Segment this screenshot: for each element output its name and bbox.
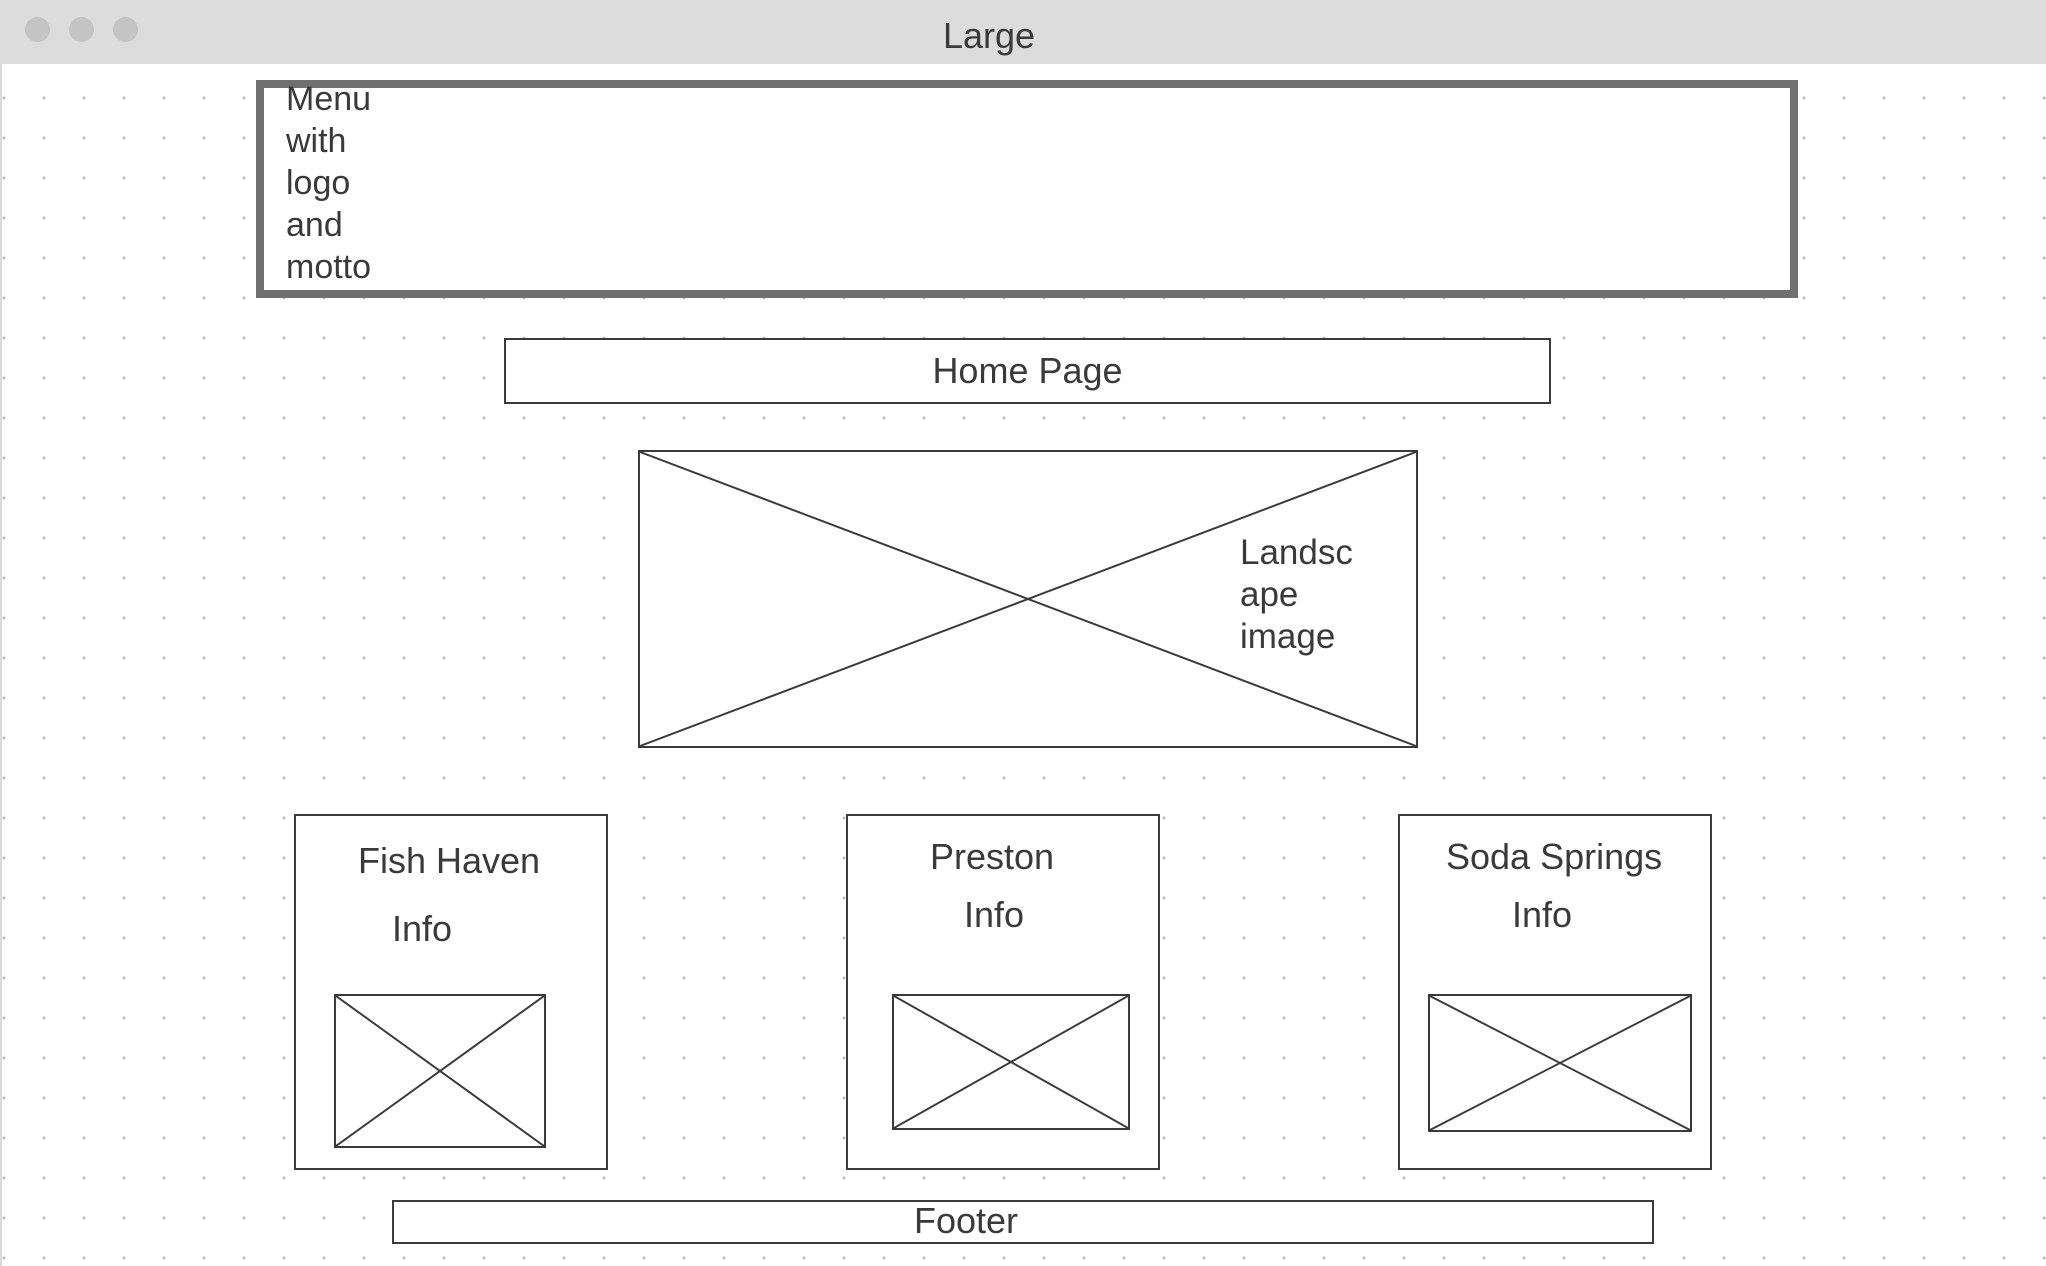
menu-header-block[interactable]	[256, 80, 1798, 298]
card-title: Preston	[930, 836, 1055, 877]
minimize-window-button[interactable]	[69, 17, 94, 42]
image-placeholder-cross-icon	[336, 996, 544, 1146]
card-image-placeholder[interactable]	[892, 994, 1130, 1130]
town-card-fish-haven[interactable]: Fish Haven Info	[294, 814, 608, 1170]
image-placeholder-cross-icon	[640, 452, 1416, 746]
menu-header-label: Menu with logo and motto	[286, 80, 372, 286]
landscape-image-placeholder[interactable]	[638, 450, 1418, 748]
window-titlebar: Large	[0, 0, 2046, 64]
close-window-button[interactable]	[25, 17, 50, 42]
landscape-image-label: Landsc ape image	[1240, 533, 1353, 656]
town-card-soda-springs[interactable]: Soda Springs Info	[1398, 814, 1712, 1170]
card-title: Soda Springs	[1446, 836, 1663, 877]
image-placeholder-cross-icon	[894, 996, 1128, 1128]
card-info: Info	[1512, 894, 1573, 935]
window-title: Large	[942, 15, 1036, 56]
image-placeholder-cross-icon	[1430, 996, 1690, 1130]
card-image-placeholder[interactable]	[1428, 994, 1692, 1132]
page-title-block[interactable]: Home Page	[504, 338, 1551, 404]
footer-block[interactable]: Footer	[392, 1200, 1654, 1244]
zoom-window-button[interactable]	[113, 17, 138, 42]
town-card-preston[interactable]: Preston Info	[846, 814, 1160, 1170]
card-image-placeholder[interactable]	[334, 994, 546, 1148]
card-info: Info	[392, 908, 453, 949]
card-title: Fish Haven	[358, 840, 541, 881]
card-info: Info	[964, 894, 1025, 935]
